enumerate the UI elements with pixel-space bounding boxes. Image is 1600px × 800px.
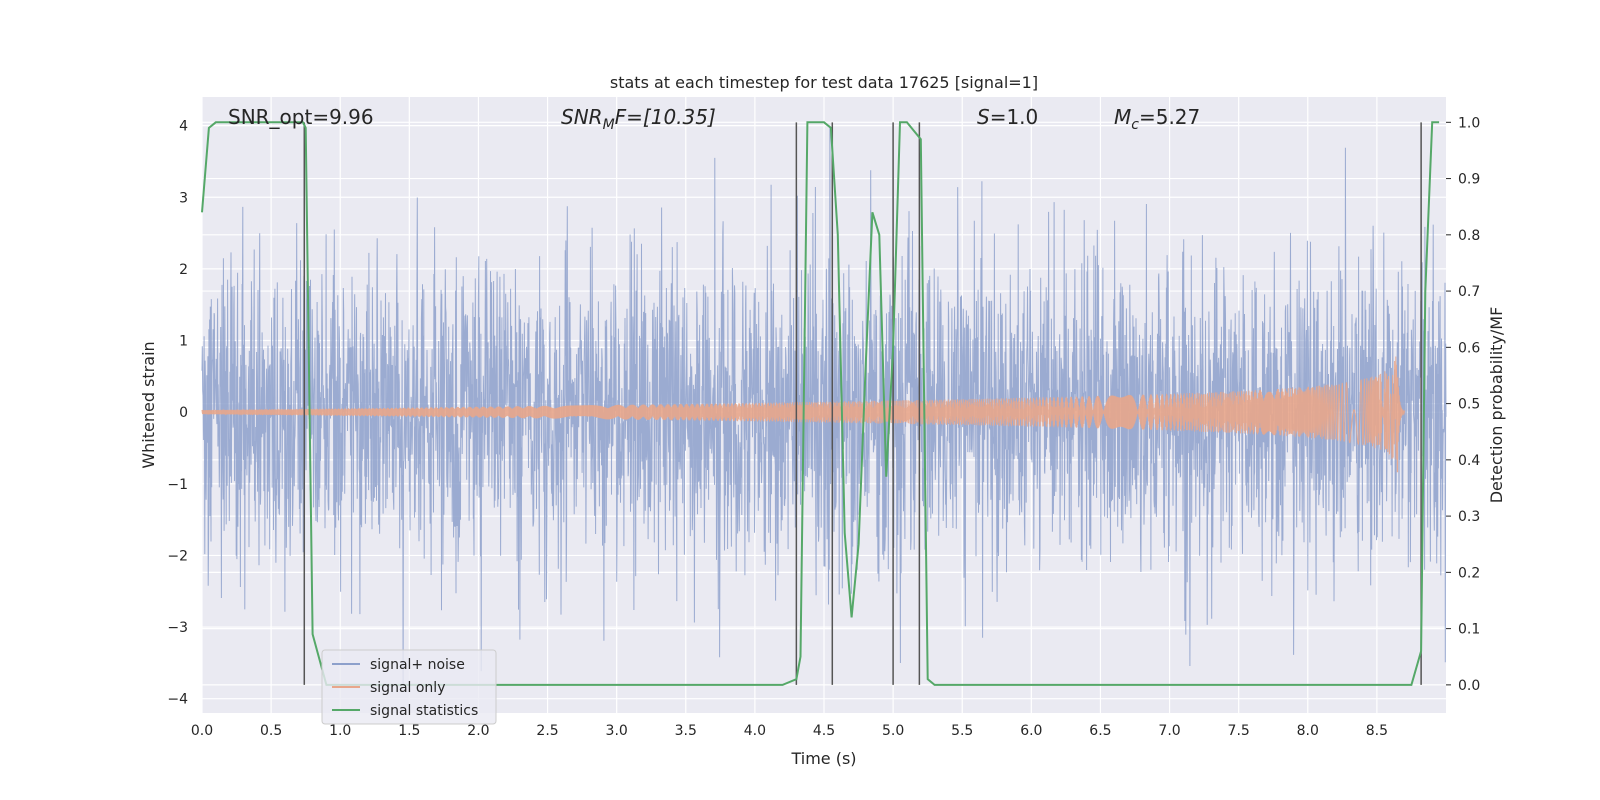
annotation-snr-opt: SNR_opt=9.96 xyxy=(228,105,374,129)
y-tick-label: 2 xyxy=(179,262,188,278)
y-right-tick-label: 0.8 xyxy=(1458,228,1480,244)
x-tick-label: 1.5 xyxy=(398,723,420,739)
y-right-tick-label: 0.2 xyxy=(1458,565,1480,581)
x-tick-label: 5.0 xyxy=(882,723,904,739)
y-right-tick-label: 1.0 xyxy=(1458,115,1480,131)
y-right-tick-label: 0.3 xyxy=(1458,509,1480,525)
y-right-tick-label: 0.4 xyxy=(1458,453,1480,469)
legend-label: signal only xyxy=(370,680,445,696)
annotation-s-rest: =1.0 xyxy=(990,105,1039,129)
x-tick-label: 4.5 xyxy=(813,723,835,739)
y-axis-right-label: Detection probability/MF xyxy=(1487,307,1506,504)
y-right-tick-label: 0.6 xyxy=(1458,340,1480,356)
legend-item-signal-statistics: signal statistics xyxy=(332,703,478,719)
signal-trace xyxy=(201,356,1405,473)
legend: signal+ noise signal only signal statist… xyxy=(321,649,497,725)
annotation-s-main: S xyxy=(977,105,990,129)
chart-title: stats at each timestep for test data 176… xyxy=(610,73,1038,92)
legend-item-signal-only: signal only xyxy=(332,680,445,696)
x-tick-label: 5.5 xyxy=(951,723,973,739)
x-tick-label: 4.0 xyxy=(744,723,766,739)
annotation-mc: Mc=5.27 xyxy=(1114,105,1200,133)
x-tick-label: 8.5 xyxy=(1366,723,1388,739)
x-axis-ticks: 0.0 0.5 1.0 1.5 2.0 2.5 3.0 3.5 4.0 4.5 5.0 5.5 6.0 6… xyxy=(191,723,1388,739)
y-axis-label: Whitened strain xyxy=(139,341,158,468)
y-tick-label: 0 xyxy=(179,405,188,421)
legend-label: signal statistics xyxy=(370,703,478,719)
annotation-mc-sub: c xyxy=(1131,117,1139,133)
legend-box xyxy=(321,649,497,725)
x-tick-label: 3.5 xyxy=(675,723,697,739)
x-tick-label: 0.0 xyxy=(191,723,213,739)
y-right-tick-label: 0.7 xyxy=(1458,284,1480,300)
legend-item-signal-plus-noise: signal+ noise xyxy=(332,657,465,673)
annotation-mc-rest: =5.27 xyxy=(1139,105,1200,129)
x-tick-label: 8.0 xyxy=(1297,723,1319,739)
annotation-snr-mf-sub: M xyxy=(603,117,615,133)
statistics-trace xyxy=(201,121,1440,686)
y-axis-ticks: 4 3 2 1 0 −1 −2 −3 −4 xyxy=(167,119,188,708)
x-axis-label: Time (s) xyxy=(790,749,856,768)
y-tick-label: −3 xyxy=(167,620,188,636)
x-tick-label: 2.0 xyxy=(467,723,489,739)
x-tick-label: 2.5 xyxy=(536,723,558,739)
x-tick-label: 1.0 xyxy=(329,723,351,739)
y-axis-right-ticks: 1.0 0.9 0.8 0.7 0.6 0.5 0.4 0.3 0.2 0.1 0.0 xyxy=(1446,115,1480,694)
x-tick-label: 7.0 xyxy=(1158,723,1180,739)
annotation-s: S=1.0 xyxy=(977,105,1038,129)
y-right-tick-label: 0.0 xyxy=(1458,678,1480,694)
annotation-mc-main: M xyxy=(1114,105,1131,129)
noise-trace xyxy=(201,125,1447,684)
y-right-tick-label: 0.9 xyxy=(1458,172,1480,188)
x-tick-label: 6.0 xyxy=(1020,723,1042,739)
legend-label: signal+ noise xyxy=(370,657,465,673)
y-right-tick-label: 0.5 xyxy=(1458,397,1480,413)
y-tick-label: −4 xyxy=(167,692,188,708)
y-tick-label: 4 xyxy=(179,119,188,135)
series-signal-plus-noise xyxy=(201,125,1447,684)
x-tick-label: 7.5 xyxy=(1228,723,1250,739)
y-tick-label: −2 xyxy=(167,548,188,564)
series-signal-statistics xyxy=(201,121,1440,686)
y-tick-label: −1 xyxy=(167,477,188,493)
series-signal-only xyxy=(201,356,1405,473)
x-tick-label: 0.5 xyxy=(260,723,282,739)
annotation-snr-mf-main: SNR xyxy=(561,105,603,129)
x-tick-label: 3.0 xyxy=(606,723,628,739)
y-tick-label: 3 xyxy=(179,190,188,206)
annotation-snr-mf: SNRMF=[10.35] xyxy=(561,105,716,133)
x-tick-label: 6.5 xyxy=(1089,723,1111,739)
y-tick-label: 1 xyxy=(179,334,188,350)
annotation-snr-mf-rest: F=[10.35] xyxy=(615,105,716,129)
y-right-tick-label: 0.1 xyxy=(1458,622,1480,638)
